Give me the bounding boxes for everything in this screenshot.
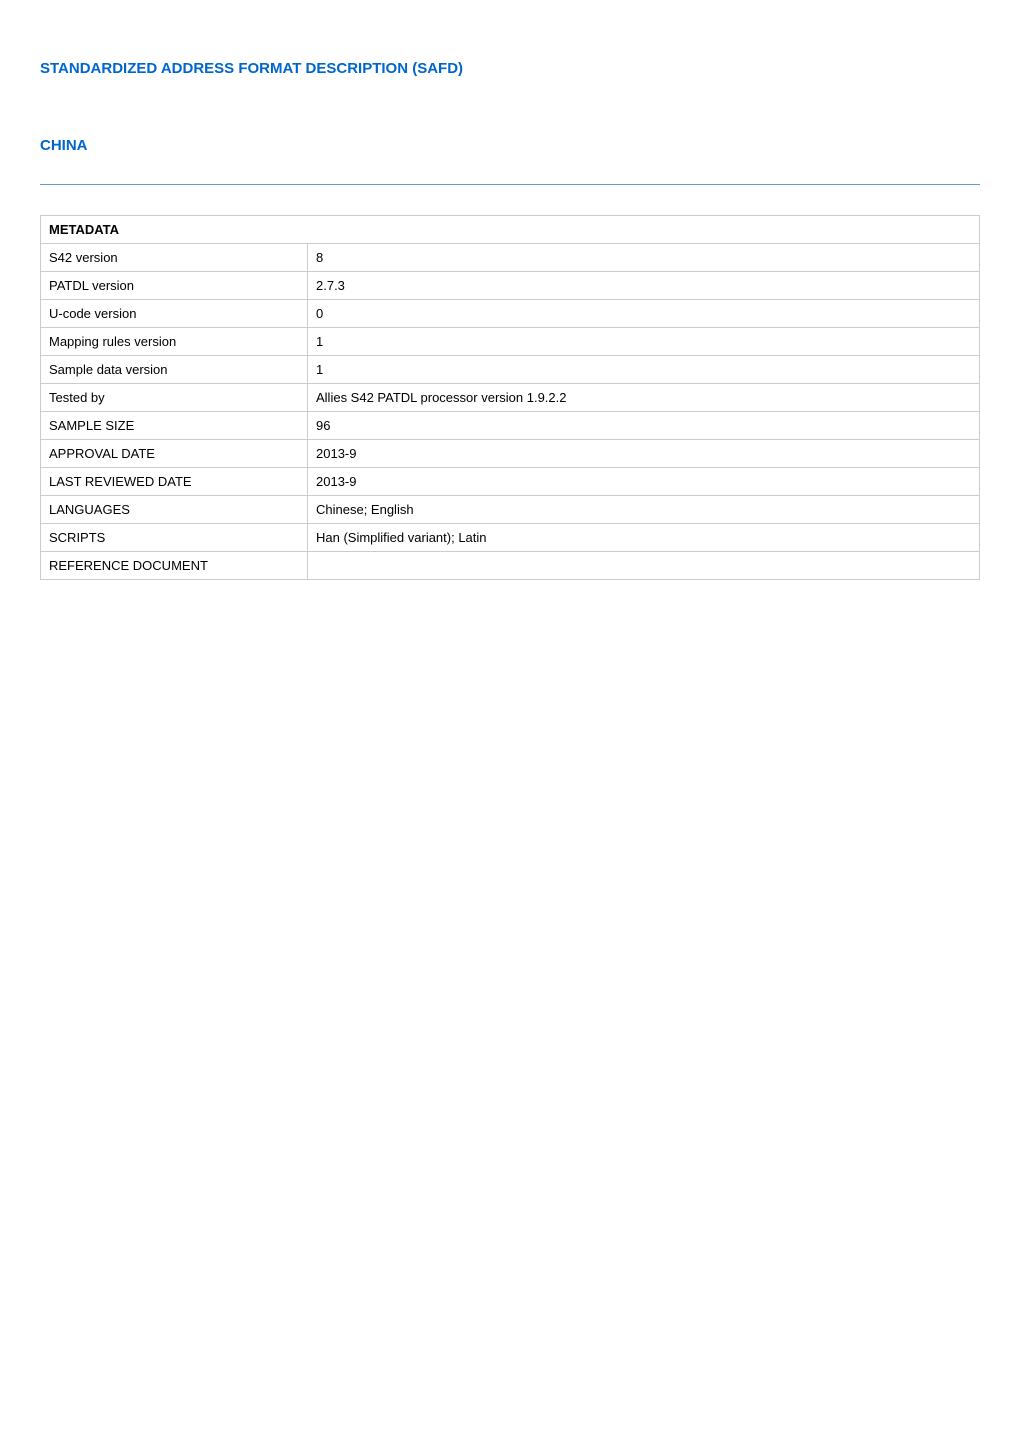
metadata-value: Allies S42 PATDL processor version 1.9.2…	[308, 384, 980, 412]
metadata-value	[308, 552, 980, 580]
metadata-value: 8	[308, 244, 980, 272]
metadata-value: Chinese; English	[308, 496, 980, 524]
document-subtitle: CHINA	[40, 137, 980, 154]
metadata-label: SCRIPTS	[41, 524, 308, 552]
table-row: PATDL version 2.7.3	[41, 272, 980, 300]
table-row: S42 version 8	[41, 244, 980, 272]
metadata-value: 2013-9	[308, 440, 980, 468]
metadata-value: 1	[308, 328, 980, 356]
metadata-table: METADATA S42 version 8 PATDL version 2.7…	[40, 215, 980, 580]
section-divider	[40, 184, 980, 185]
table-row: SAMPLE SIZE 96	[41, 412, 980, 440]
table-row: APPROVAL DATE 2013-9	[41, 440, 980, 468]
table-row: U-code version 0	[41, 300, 980, 328]
table-row: LANGUAGES Chinese; English	[41, 496, 980, 524]
metadata-label: LAST REVIEWED DATE	[41, 468, 308, 496]
metadata-value: 1	[308, 356, 980, 384]
metadata-label: APPROVAL DATE	[41, 440, 308, 468]
table-row: Tested by Allies S42 PATDL processor ver…	[41, 384, 980, 412]
metadata-label: SAMPLE SIZE	[41, 412, 308, 440]
metadata-header: METADATA	[41, 216, 980, 244]
table-row: LAST REVIEWED DATE 2013-9	[41, 468, 980, 496]
metadata-label: Sample data version	[41, 356, 308, 384]
metadata-label: LANGUAGES	[41, 496, 308, 524]
document-title: STANDARDIZED ADDRESS FORMAT DESCRIPTION …	[40, 60, 980, 77]
metadata-label: REFERENCE DOCUMENT	[41, 552, 308, 580]
table-row: REFERENCE DOCUMENT	[41, 552, 980, 580]
metadata-value: Han (Simplified variant); Latin	[308, 524, 980, 552]
metadata-label: Mapping rules version	[41, 328, 308, 356]
metadata-label: PATDL version	[41, 272, 308, 300]
table-row: Mapping rules version 1	[41, 328, 980, 356]
table-row: SCRIPTS Han (Simplified variant); Latin	[41, 524, 980, 552]
metadata-value: 96	[308, 412, 980, 440]
metadata-label: Tested by	[41, 384, 308, 412]
metadata-value: 2013-9	[308, 468, 980, 496]
metadata-label: U-code version	[41, 300, 308, 328]
metadata-label: S42 version	[41, 244, 308, 272]
table-row: Sample data version 1	[41, 356, 980, 384]
metadata-value: 2.7.3	[308, 272, 980, 300]
metadata-value: 0	[308, 300, 980, 328]
